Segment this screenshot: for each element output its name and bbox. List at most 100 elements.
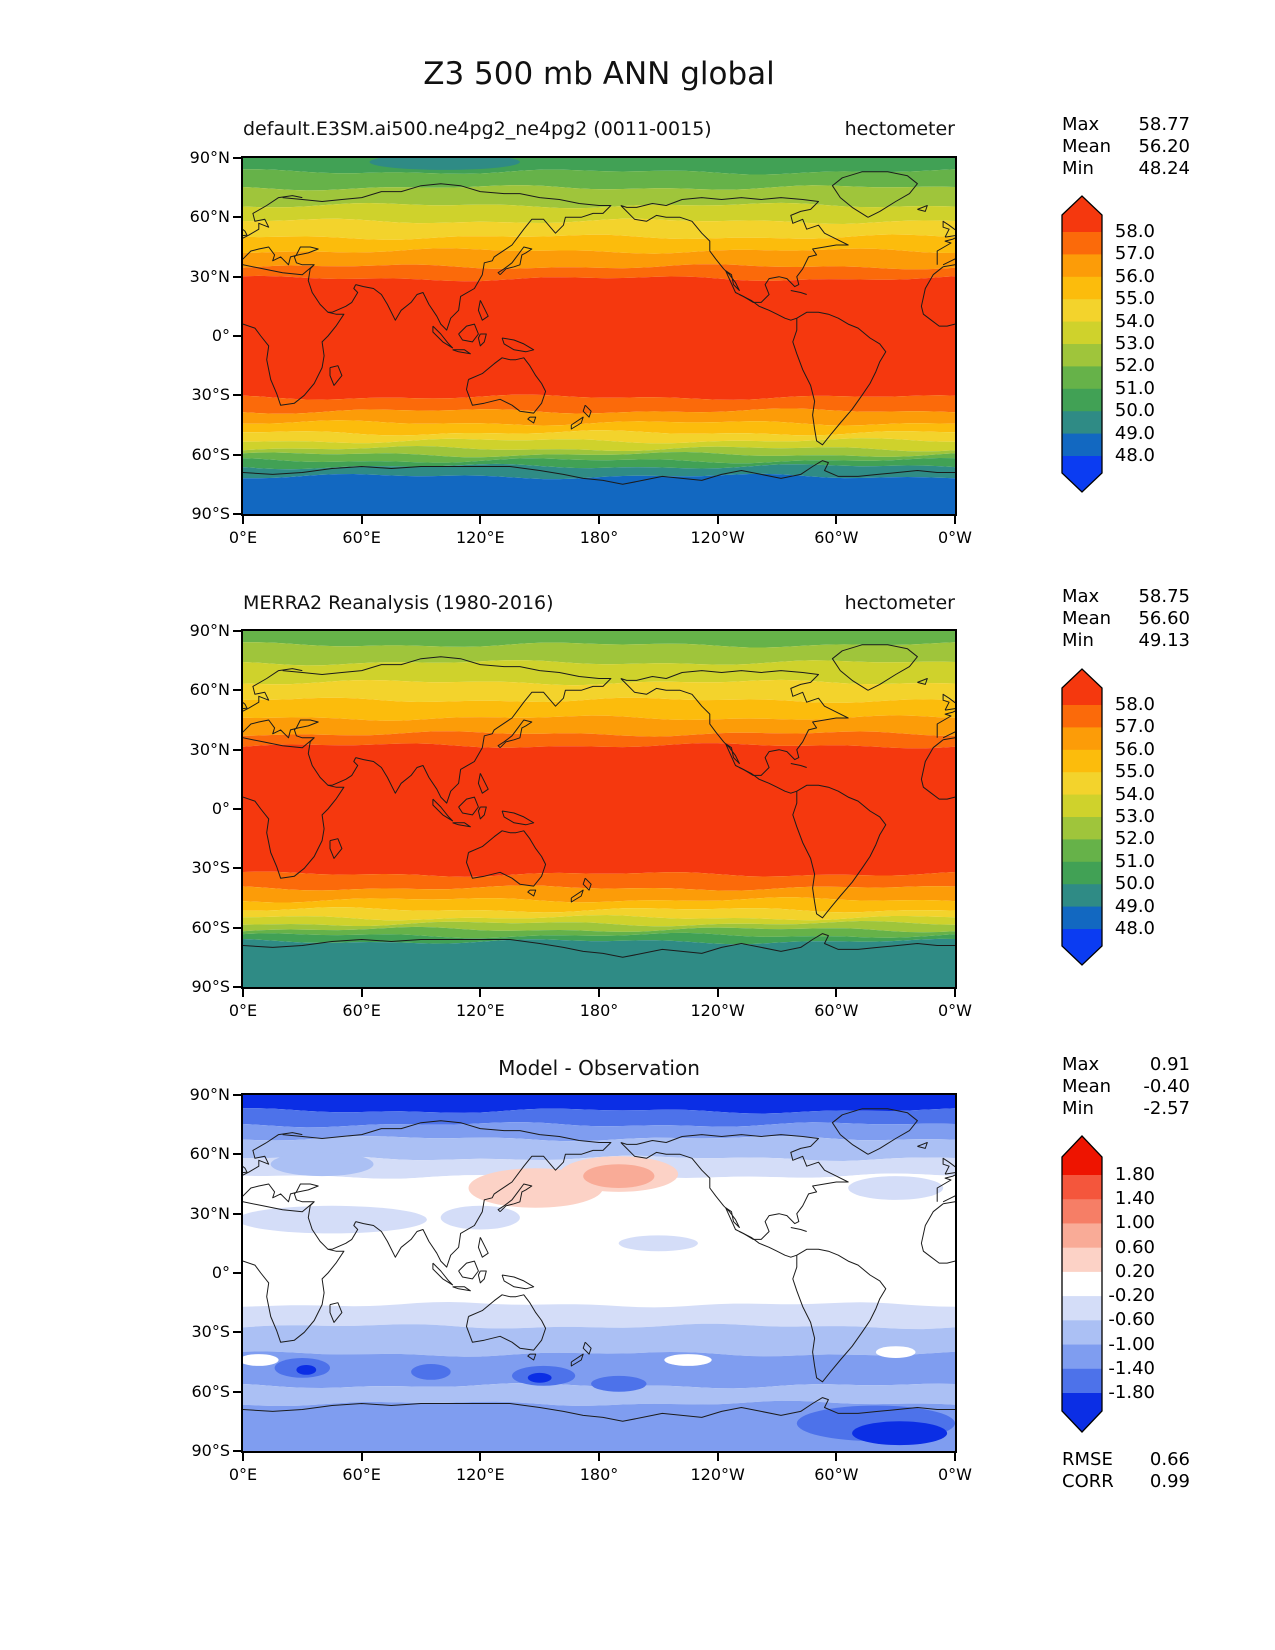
colorbar-extend-min: [1062, 456, 1102, 492]
colorbar-tick-label: 0.60: [1114, 1236, 1155, 1258]
contour-band: [243, 885, 955, 903]
colorbar-segment: [1062, 884, 1102, 908]
lat-tick-label: 60°N: [189, 680, 230, 700]
colorbar-segment: [1062, 1368, 1102, 1394]
rmse-label: RMSE: [1062, 1449, 1113, 1470]
colorbar-segment: [1062, 861, 1102, 885]
lat-tick-label: 30°S: [191, 385, 230, 405]
mean-label: Mean: [1062, 608, 1112, 629]
contour-band: [243, 218, 955, 240]
panel-2-stats: Max 58.75 Mean 56.60 Min 49.13: [1062, 586, 1190, 652]
colorbar-tick-label: 50.0: [1114, 873, 1155, 895]
panel-2-title-row: MERRA2 Reanalysis (1980-2016) hectometer: [243, 592, 955, 614]
colorbar-panel-2: [1059, 668, 1105, 968]
lat-tick-label: 0°: [211, 326, 230, 345]
lon-tick-mark: [479, 1453, 482, 1461]
lon-tick-mark: [954, 989, 956, 997]
max-label: Max: [1062, 114, 1100, 135]
coastlines: [243, 1108, 955, 1422]
panel-3-stats: Max 0.91 Mean -0.40 Min -2.57: [1062, 1054, 1190, 1120]
contour-patch: [852, 1421, 948, 1446]
map-panel-3: [241, 1093, 957, 1453]
colorbar-tick-label: -1.40: [1108, 1357, 1155, 1379]
lon-tick-mark: [835, 989, 838, 997]
contour-band: [243, 1302, 955, 1330]
mean-label: Mean: [1062, 136, 1112, 157]
lat-tick-label: 90°N: [189, 1085, 230, 1104]
lat-tick-label: 90°S: [191, 1441, 230, 1460]
lon-tick-mark: [716, 516, 719, 524]
rmse-value: 0.66: [1149, 1449, 1190, 1470]
colorbar-tick-label: 51.0: [1114, 377, 1155, 399]
colorbar-tick-label: 57.0: [1114, 716, 1155, 738]
contour-patch: [296, 1365, 317, 1375]
colorbar-segment: [1062, 794, 1102, 818]
lat-tick-mark: [233, 216, 241, 219]
colorbar-segment: [1062, 817, 1102, 840]
colorbar-tick-label: 54.0: [1114, 310, 1155, 332]
contour-band: [243, 1383, 955, 1406]
lat-tick-mark: [233, 1094, 241, 1096]
contour-band: [243, 1095, 955, 1114]
colorbar-tick-label: 56.0: [1114, 738, 1155, 760]
min-value: -2.57: [1143, 1098, 1190, 1119]
colorbar-segment: [1062, 388, 1102, 412]
colorbar-panel-1: [1059, 195, 1105, 495]
map-panel-1: [241, 156, 957, 516]
colorbar-segment: [1062, 299, 1102, 323]
lon-tick-mark: [954, 516, 956, 524]
lat-tick-mark: [233, 1390, 241, 1393]
colorbar-segment: [1062, 727, 1102, 751]
contour-band: [243, 248, 955, 270]
lon-tick-mark: [479, 516, 482, 524]
contour-patch: [591, 1375, 647, 1392]
contour-band: [243, 1351, 955, 1389]
contour-band: [243, 660, 955, 686]
colorbar-tick-label: 53.0: [1114, 333, 1155, 354]
lat-tick-label: 30°N: [189, 266, 230, 286]
coastlines: [243, 644, 955, 958]
lat-tick-mark: [233, 926, 241, 929]
colorbar-tick-label: 51.0: [1114, 850, 1155, 872]
contour-patch: [527, 1372, 552, 1383]
colorbar-segment: [1062, 232, 1102, 255]
colorbar-segment: [1062, 1223, 1102, 1249]
lon-tick-label: 60°E: [342, 1465, 381, 1484]
contour-band: [243, 938, 955, 987]
min-label: Min: [1062, 1098, 1094, 1119]
colorbar-tick-label: 0.20: [1114, 1260, 1155, 1282]
lon-tick-label: 120°W: [690, 1001, 745, 1020]
colorbar-tick-label: 1.40: [1114, 1188, 1155, 1210]
colorbar-segment: [1062, 1296, 1102, 1321]
colorbar-tick-label: -0.60: [1108, 1309, 1155, 1331]
max-value: 58.77: [1138, 114, 1190, 135]
lon-tick-mark: [360, 1453, 363, 1461]
lat-tick-mark: [233, 808, 241, 810]
colorbar-extend-max: [1062, 1136, 1102, 1175]
mean-label: Mean: [1062, 1076, 1112, 1097]
contour-band: [243, 1122, 955, 1142]
lat-tick-mark: [233, 157, 241, 159]
colorbar-segment: [1062, 254, 1102, 278]
lon-tick-label: 120°E: [456, 1465, 505, 1484]
colorbar-tick-label: -1.00: [1108, 1333, 1155, 1355]
lat-tick-label: 30°N: [189, 739, 230, 759]
contour-patch: [583, 1164, 655, 1188]
lat-tick-label: 0°: [211, 799, 230, 818]
panel-2-unit-label: hectometer: [844, 592, 955, 614]
colorbar-segment: [1062, 749, 1102, 773]
lat-tick-label: 60°S: [191, 1381, 230, 1401]
colorbar-segment: [1062, 906, 1102, 930]
corr-label: CORR: [1062, 1471, 1114, 1492]
contour-band: [243, 408, 955, 426]
panel-2-title: MERRA2 Reanalysis (1980-2016): [243, 592, 554, 614]
contour-band: [243, 1400, 955, 1451]
lon-tick-mark: [598, 1453, 600, 1461]
lat-tick-label: 30°S: [191, 1322, 230, 1342]
colorbar-extend-min: [1062, 1393, 1102, 1432]
lon-tick-label: 60°W: [814, 1465, 859, 1484]
coastlines: [243, 171, 955, 485]
map-svg: [243, 1095, 955, 1451]
map-svg: [243, 631, 955, 987]
